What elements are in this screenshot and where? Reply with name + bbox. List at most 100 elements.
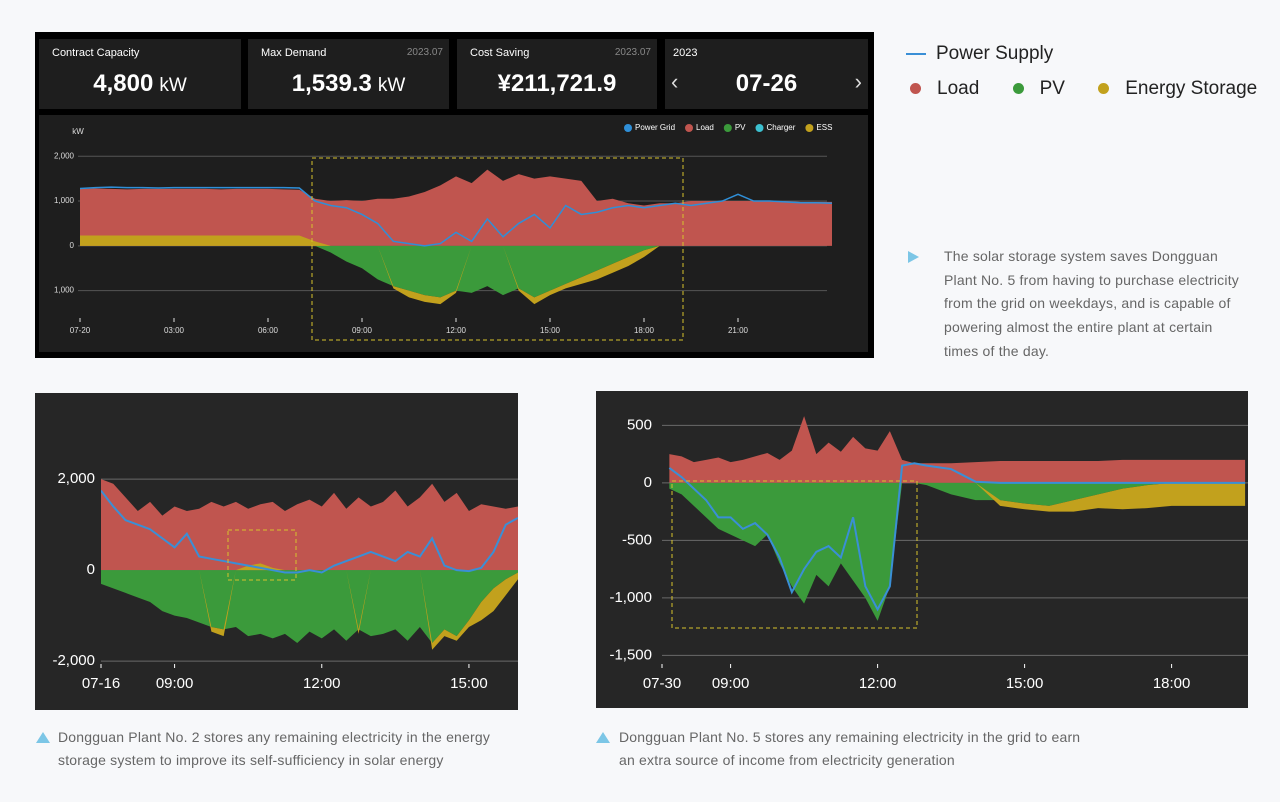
legend-swatch <box>624 124 632 132</box>
area <box>669 482 1246 621</box>
y-tick-label: 0 <box>87 561 95 578</box>
legend-label: Energy Storage <box>1125 78 1258 99</box>
kpi-period: 2023.07 <box>406 47 443 58</box>
kpi-card: Cost Saving 2023.07 ¥211,721.9 <box>457 39 657 109</box>
area <box>101 570 518 643</box>
x-tick-label: 15:00 <box>1006 675 1044 692</box>
legend-label: PV <box>1039 78 1065 99</box>
kpi-number: 4,800 <box>93 70 154 97</box>
line <box>101 489 518 574</box>
area <box>80 169 832 246</box>
x-tick-label: 15:00 <box>540 326 561 335</box>
legend-label: Power Supply <box>936 43 1054 64</box>
chart: 2,000 0 -2,000 07-16 09:00 12:00 15:00 <box>52 470 518 692</box>
date-card: 2023 ‹ 07-26 › <box>665 39 868 109</box>
bullet-icon <box>36 732 50 743</box>
x-tick-label: 09:00 <box>156 675 194 692</box>
legend-item: Power Supply <box>906 43 1053 65</box>
y-tick-label: -1,000 <box>609 589 652 606</box>
legend-swatch <box>755 124 764 132</box>
highlight-box <box>671 480 918 629</box>
x-tick-label: 12:00 <box>303 675 341 692</box>
legend-swatch <box>906 52 926 55</box>
y-tick-label: 2,000 <box>54 151 75 160</box>
description: The solar storage system saves Dongguan … <box>944 248 1239 359</box>
y-tick-label: 0 <box>644 474 652 491</box>
plot-area <box>80 169 832 305</box>
area <box>101 479 518 571</box>
y-tick-label: 2,000 <box>57 470 95 487</box>
next-day-button[interactable]: › <box>854 69 862 94</box>
legend-swatch <box>910 83 921 94</box>
legend-label: ESS <box>816 123 832 132</box>
kpi-label: Cost Saving <box>470 47 530 59</box>
kpi-unit: kW <box>159 75 187 96</box>
legend-label: PV <box>735 123 746 132</box>
y-tick-label: 1,000 <box>54 196 75 205</box>
line <box>80 186 832 247</box>
kpi-number: 1,539.3 <box>291 70 372 97</box>
date-value: 07-26 <box>735 70 798 97</box>
y-tick-label: 1,000 <box>54 286 75 295</box>
area <box>80 235 832 305</box>
kpi-card: Contract Capacity 4,800 kW <box>39 39 241 109</box>
x-tick-label: 09:00 <box>712 675 750 692</box>
legend-label: Power Grid <box>635 123 675 132</box>
kpi-value: 4,800 kW <box>39 70 241 98</box>
x-tick-label: 18:00 <box>1153 675 1191 692</box>
area <box>669 482 1246 512</box>
legend-swatch <box>685 124 694 132</box>
chart-panel <box>596 391 1248 708</box>
x-tick-label: 03:00 <box>164 326 185 335</box>
y-axis-label: kW <box>72 127 84 136</box>
plot-area <box>101 479 518 650</box>
y-tick-label: -2,000 <box>52 652 95 669</box>
x-tick-label: 12:00 <box>446 326 467 335</box>
legend-label: Load <box>937 78 980 99</box>
x-tick-label: 06:00 <box>258 326 279 335</box>
x-tick-label: 18:00 <box>634 326 655 335</box>
x-tick-label: 15:00 <box>450 675 488 692</box>
prev-day-button[interactable]: ‹ <box>671 69 679 94</box>
chart-caption: Dongguan Plant No. 5 stores any remainin… <box>619 729 1081 768</box>
y-tick-label: 0 <box>70 241 75 250</box>
x-tick-label: 21:00 <box>728 326 749 335</box>
area <box>80 245 832 298</box>
kpi-label: Max Demand <box>261 47 327 59</box>
legend-label: Charger <box>766 123 795 132</box>
y-tick-label: -500 <box>622 531 652 548</box>
legend-label: Load <box>696 123 714 132</box>
legend-swatch <box>1098 83 1110 94</box>
kpi-value: ¥211,721.9 <box>497 70 617 97</box>
x-tick-label: 12:00 <box>859 675 897 692</box>
y-tick-label: -1,500 <box>609 646 652 663</box>
legend-swatch <box>723 124 732 132</box>
kpi-period: 2023.07 <box>614 47 651 58</box>
bullet-icon <box>908 251 919 263</box>
x-tick-label: 07-20 <box>70 326 91 335</box>
chart: 2,000 1,000 0 1,000 07-20 03:00 06:00 09:00 12:0… <box>54 123 832 335</box>
x-tick-label: 07-16 <box>82 675 120 692</box>
y-tick-label: 500 <box>627 416 652 433</box>
kpi-label: Contract Capacity <box>52 47 140 59</box>
legend-swatch <box>1012 83 1024 94</box>
highlight-box <box>311 157 684 341</box>
kpi-card: Max Demand 2023.07 1,539.3 kW <box>248 39 449 109</box>
x-tick-label: 07-30 <box>643 675 681 692</box>
x-tick-label: 09:00 <box>352 326 373 335</box>
bullet-icon <box>596 732 610 743</box>
chart-caption: Dongguan Plant No. 2 stores any remainin… <box>58 729 491 768</box>
date-year: 2023 <box>673 47 698 59</box>
legend: Load PV Energy Storage <box>910 78 1257 100</box>
kpi-unit: kW <box>377 75 406 96</box>
chart: 500 0 -500 -1,000 -1,500 07-30 09:00 12:00 15:00… <box>609 416 1248 692</box>
area <box>669 416 1246 483</box>
kpi-value: 1,539.3 kW <box>248 70 449 98</box>
legend-swatch <box>805 124 814 132</box>
line <box>668 462 1246 612</box>
highlight-box <box>227 529 297 581</box>
plot-area <box>668 416 1246 621</box>
